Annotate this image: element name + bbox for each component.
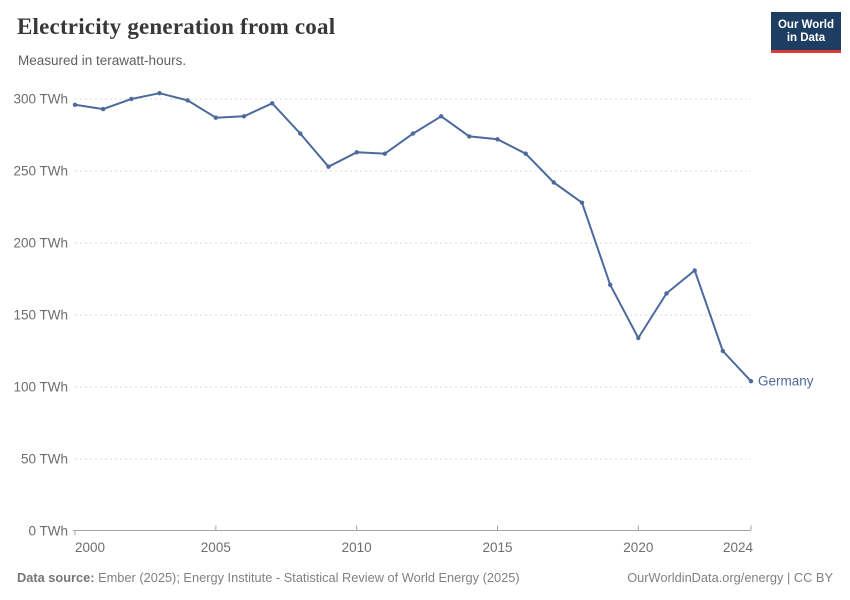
- data-point[interactable]: [213, 115, 218, 120]
- series-line[interactable]: [74, 92, 752, 383]
- data-point[interactable]: [664, 291, 669, 296]
- y-tick-label: 100 TWh: [13, 380, 68, 395]
- chart-footer: Data source: Ember (2025); Energy Instit…: [17, 570, 833, 585]
- data-point[interactable]: [495, 137, 500, 142]
- x-tick-label: 2020: [623, 540, 653, 555]
- data-point[interactable]: [382, 151, 387, 156]
- data-point[interactable]: [439, 114, 444, 119]
- data-point[interactable]: [467, 134, 472, 139]
- data-point[interactable]: [354, 150, 359, 155]
- data-point[interactable]: [579, 200, 585, 205]
- x-tick-label: 2015: [482, 540, 512, 555]
- data-point[interactable]: [523, 151, 528, 156]
- data-point[interactable]: [241, 114, 247, 119]
- data-point[interactable]: [129, 96, 134, 102]
- data-point[interactable]: [636, 335, 641, 341]
- data-point[interactable]: [410, 131, 416, 136]
- owid-logo[interactable]: Our World in Data: [770, 12, 841, 53]
- y-tick-label: 250 TWh: [13, 164, 68, 179]
- y-tick-label: 150 TWh: [13, 308, 68, 323]
- data-source-note: Data source: Ember (2025); Energy Instit…: [17, 570, 520, 585]
- x-tick-label: 2024: [723, 540, 754, 555]
- data-point[interactable]: [608, 282, 613, 287]
- y-tick-label: 0 TWh: [28, 524, 68, 539]
- y-tick-label: 300 TWh: [13, 92, 68, 107]
- data-point[interactable]: [101, 106, 106, 112]
- data-point[interactable]: [748, 379, 754, 384]
- page-title: Electricity generation from coal: [17, 14, 336, 39]
- data-point[interactable]: [326, 164, 331, 169]
- data-point[interactable]: [185, 98, 190, 103]
- series-end-label: Germany: [758, 374, 814, 389]
- owid-logo-line1: Our World: [777, 19, 834, 31]
- data-point[interactable]: [551, 180, 556, 185]
- data-source-label: Data source:: [17, 570, 95, 585]
- data-point[interactable]: [270, 101, 275, 106]
- data-point[interactable]: [298, 131, 303, 136]
- data-point[interactable]: [720, 348, 725, 354]
- data-point[interactable]: [692, 268, 697, 273]
- x-tick-label: 2005: [201, 540, 231, 555]
- y-tick-label: 50 TWh: [21, 452, 68, 467]
- x-tick-label: 2010: [342, 540, 372, 555]
- y-tick-label: 200 TWh: [13, 236, 68, 251]
- owid-logo-line2: in Data: [786, 32, 826, 44]
- data-point[interactable]: [157, 91, 162, 96]
- chart-subtitle: Measured in terawatt-hours.: [18, 53, 187, 68]
- footer-link[interactable]: OurWorldinData.org/energy | CC BY: [627, 570, 833, 585]
- x-tick-label: 2000: [75, 540, 105, 555]
- data-source-text: Ember (2025); Energy Institute - Statist…: [94, 570, 520, 585]
- data-point[interactable]: [72, 102, 78, 108]
